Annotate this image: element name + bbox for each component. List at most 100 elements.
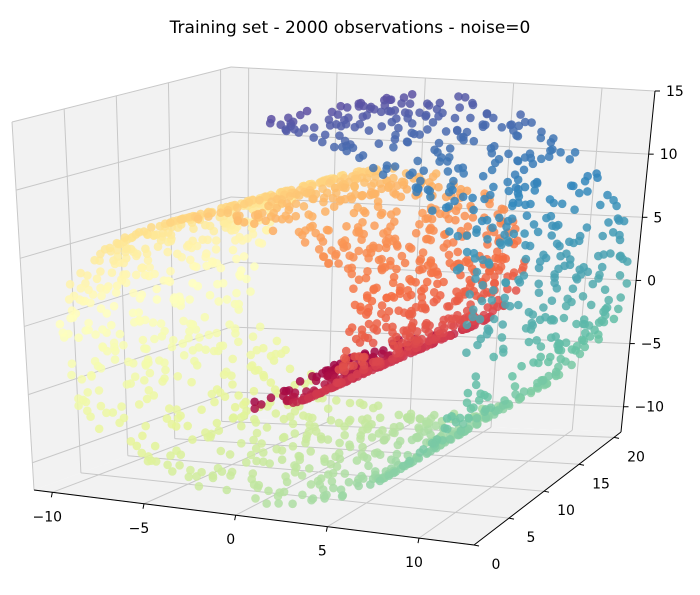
data-point [578, 292, 588, 301]
data-point [178, 214, 187, 224]
data-point [381, 243, 391, 253]
data-point [188, 346, 198, 355]
data-point [255, 195, 264, 205]
data-point [277, 214, 287, 224]
data-point [301, 438, 310, 448]
data-point [152, 284, 161, 294]
data-point [421, 214, 431, 224]
data-point [424, 336, 434, 346]
data-point [483, 235, 492, 244]
data-point [390, 135, 400, 144]
data-point [357, 235, 366, 244]
data-point [265, 118, 275, 128]
data-point [138, 335, 148, 345]
data-point [513, 156, 523, 166]
data-point [231, 236, 240, 245]
data-point [179, 351, 189, 360]
data-point [273, 491, 283, 501]
data-point [426, 268, 436, 278]
data-point [489, 314, 499, 324]
data-point [295, 191, 304, 200]
data-point [369, 403, 378, 413]
data-point [547, 231, 556, 240]
data-point [374, 429, 384, 438]
data-point [239, 252, 249, 261]
data-point [415, 220, 424, 229]
data-point [379, 436, 389, 445]
data-point [74, 333, 83, 343]
data-point [252, 456, 261, 466]
data-point [251, 444, 261, 453]
data-point [264, 486, 273, 496]
data-point [188, 278, 197, 288]
data-point [214, 297, 223, 306]
data-point [559, 313, 569, 323]
data-point [412, 187, 421, 197]
data-point [544, 152, 554, 161]
data-point [330, 142, 339, 152]
data-point [527, 318, 537, 328]
data-point [468, 193, 477, 203]
data-point [521, 200, 530, 210]
data-point [399, 326, 409, 335]
data-point [96, 267, 105, 276]
data-point [469, 305, 478, 315]
data-point [376, 107, 386, 117]
data-point [508, 372, 517, 381]
data-point [433, 326, 443, 336]
data-point [577, 335, 587, 345]
data-point [354, 275, 364, 285]
data-point [463, 388, 473, 398]
data-point [331, 251, 340, 260]
data-point [171, 422, 181, 431]
data-point [335, 196, 344, 206]
data-point [462, 398, 472, 408]
data-point [200, 312, 210, 322]
data-point [175, 461, 184, 470]
data-point [546, 333, 556, 343]
data-point [237, 439, 246, 448]
data-point [497, 240, 506, 250]
data-point [323, 435, 333, 444]
data-point [167, 342, 177, 352]
data-point [277, 446, 287, 455]
data-point [288, 442, 298, 451]
data-point [489, 286, 498, 295]
data-point [556, 251, 565, 261]
data-point [497, 123, 507, 132]
data-point [124, 357, 133, 367]
grid-line-x [418, 429, 573, 539]
data-point [318, 237, 328, 246]
grid-line-y [220, 69, 223, 422]
data-point [482, 329, 492, 339]
data-point [130, 318, 139, 327]
data-point [462, 231, 472, 240]
data-point [612, 201, 621, 211]
data-point [117, 402, 126, 411]
data-point [84, 318, 93, 328]
data-point [187, 377, 196, 387]
data-point [308, 413, 317, 423]
data-point [335, 438, 344, 448]
data-point [350, 122, 360, 132]
data-point [374, 139, 384, 148]
data-point [409, 318, 418, 328]
data-point [137, 263, 146, 273]
data-point [309, 194, 318, 204]
data-point [513, 131, 523, 141]
data-point [108, 408, 118, 417]
data-point [398, 461, 408, 471]
data-point [153, 242, 163, 251]
data-point [246, 350, 255, 360]
data-point [107, 320, 116, 330]
data-point [392, 449, 402, 459]
data-point [462, 320, 472, 330]
data-point [375, 413, 385, 423]
data-point [394, 306, 404, 316]
data-point [447, 320, 456, 330]
data-point [185, 295, 194, 304]
data-point [195, 333, 204, 342]
data-point [596, 200, 605, 210]
data-point [173, 249, 182, 259]
data-point [388, 278, 398, 288]
